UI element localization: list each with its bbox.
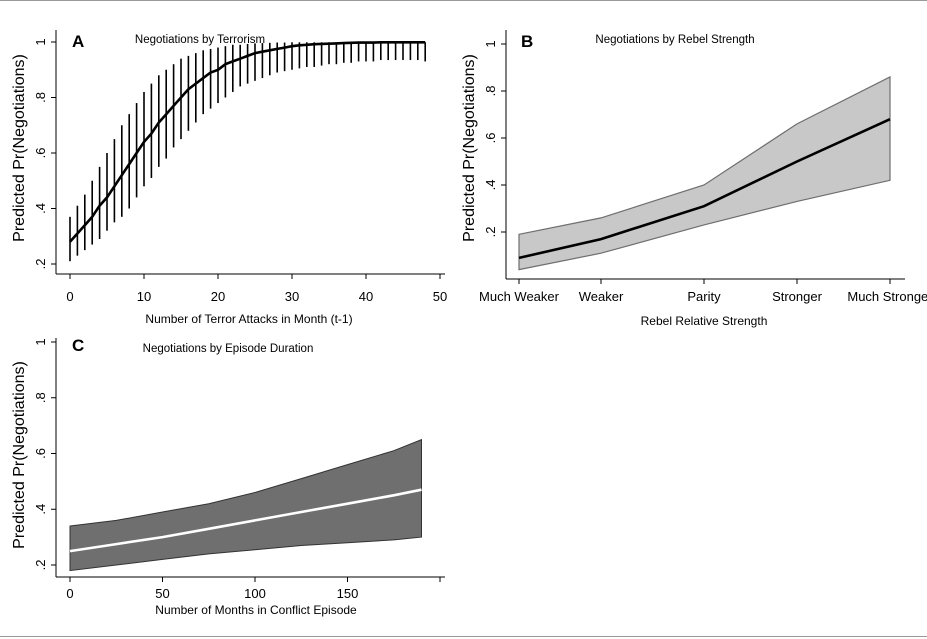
panel-c-x-tick-label: 0 xyxy=(66,586,73,601)
panel-c: C Negotiations by Episode Duration Predi… xyxy=(11,336,445,617)
panel-a-y-tick-label: .8 xyxy=(33,92,48,103)
panel-b-y-tick-label: .6 xyxy=(483,133,498,144)
panel-c-y-tick-label: .2 xyxy=(33,560,48,571)
panel-c-axes: .2 .4 .6 .8 1 0 50 100 150 xyxy=(33,338,445,601)
panel-c-x-tick-label: 100 xyxy=(244,586,266,601)
panel-a-x-tick-label: 10 xyxy=(137,289,151,304)
panel-b-x-tick-label: Much Stronger xyxy=(847,289,927,304)
panel-c-y-tick-label: .4 xyxy=(33,504,48,515)
panel-a-y-tick-label: .2 xyxy=(33,259,48,270)
panel-b: B Negotiations by Rebel Strength Predict… xyxy=(461,30,927,328)
panel-a-y-tick-label: .6 xyxy=(33,148,48,159)
panel-c-y-tick-label: .6 xyxy=(33,448,48,459)
panel-c-letter: C xyxy=(72,336,84,355)
panel-a-letter: A xyxy=(72,32,84,51)
panel-c-x-tick-label: 50 xyxy=(155,586,169,601)
panel-b-axes: .2 .4 .6 .8 1 Much Weaker Weaker Parity Stronger… xyxy=(479,30,927,304)
panel-a-x-tick-label: 0 xyxy=(66,289,73,304)
panel-a-x-tick-label: 40 xyxy=(359,289,373,304)
panel-b-x-tick-label: Weaker xyxy=(579,289,624,304)
panel-b-title: Negotiations by Rebel Strength xyxy=(595,34,754,46)
panel-a-y-tick-label: 1 xyxy=(33,38,48,45)
panel-c-confidence-band xyxy=(69,438,422,572)
panel-c-title: Negotiations by Episode Duration xyxy=(143,343,314,355)
panel-a-title: Negotiations by Terrorism xyxy=(135,34,265,46)
panel-a-y-axis-title: Predicted Pr(Negotiations) xyxy=(11,54,28,242)
panel-a: A Negotiations by Terrorism Predicted Pr… xyxy=(11,30,447,326)
panel-c-prediction-line xyxy=(69,488,422,553)
panel-b-confidence-band xyxy=(518,75,891,271)
panel-b-y-tick-label: .8 xyxy=(483,86,498,97)
panel-c-y-tick-label: 1 xyxy=(33,338,48,345)
panel-b-x-axis-title: Rebel Relative Strength xyxy=(641,314,768,328)
panel-b-y-axis-title: Predicted Pr(Negotiations) xyxy=(461,54,478,242)
panel-a-axes: .2.4.6.810 10 20 30 40 50 xyxy=(33,30,447,304)
panel-b-x-tick-label: Stronger xyxy=(772,289,823,304)
panel-a-y-tick-label: .4 xyxy=(33,203,48,214)
panel-a-prediction-line xyxy=(69,41,426,243)
panel-b-x-tick-label: Parity xyxy=(687,289,721,304)
panel-a-x-tick-label: 20 xyxy=(211,289,225,304)
panel-c-y-tick-label: .8 xyxy=(33,392,48,403)
panel-c-y-axis-title: Predicted Pr(Negotiations) xyxy=(11,361,28,549)
panel-a-x-tick-label: 30 xyxy=(285,289,299,304)
panel-c-x-tick-label: 150 xyxy=(337,586,359,601)
panel-b-letter: B xyxy=(521,32,533,51)
panel-a-x-tick-label: 50 xyxy=(433,289,447,304)
panel-c-x-axis-title: Number of Months in Conflict Episode xyxy=(155,603,357,617)
panel-a-x-axis-title: Number of Terror Attacks in Month (t-1) xyxy=(145,312,352,326)
panel-b-y-tick-label: 1 xyxy=(483,40,498,47)
panel-b-prediction-line xyxy=(518,118,891,260)
panel-b-x-tick-label: Much Weaker xyxy=(479,289,560,304)
panel-a-intervals xyxy=(69,42,427,262)
panel-b-y-tick-label: .4 xyxy=(483,180,498,191)
panel-b-y-tick-label: .2 xyxy=(483,227,498,238)
